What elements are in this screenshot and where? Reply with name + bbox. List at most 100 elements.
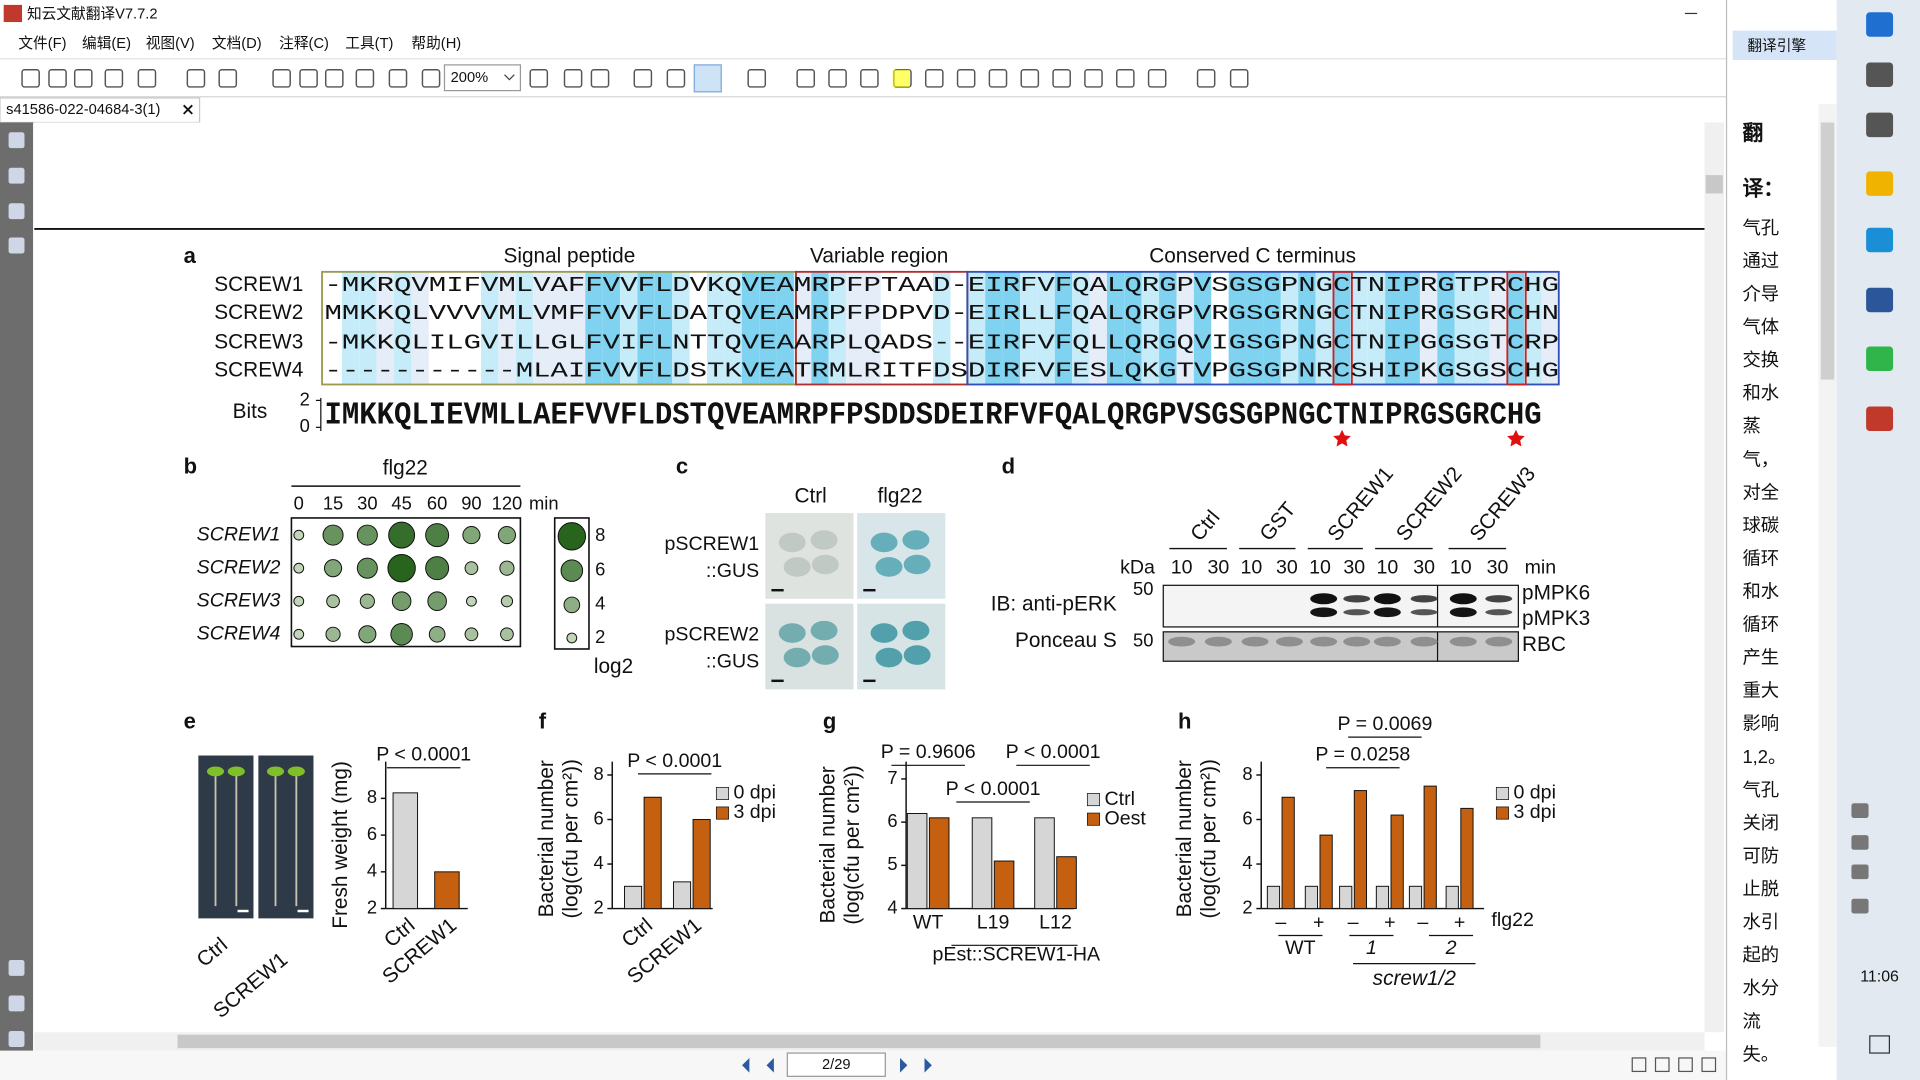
- conservation-shade: [376, 271, 395, 385]
- toolbar-button[interactable]: [299, 69, 318, 88]
- scroll-thumb[interactable]: [177, 1034, 1541, 1049]
- taskbar: [1836, 0, 1920, 1080]
- toolbar-button[interactable]: [104, 69, 124, 88]
- toolbar-button[interactable]: [988, 69, 1008, 88]
- toolbar-button[interactable]: [1196, 69, 1216, 88]
- expression-dot: [325, 626, 341, 642]
- toolbar-button[interactable]: [563, 69, 583, 88]
- toolbar-button[interactable]: [860, 69, 879, 88]
- toolbar-button[interactable]: [48, 69, 67, 88]
- bar: [971, 817, 993, 910]
- side-button[interactable]: [8, 995, 25, 1012]
- taskbar-app[interactable]: [1866, 227, 1894, 253]
- toolbar-button[interactable]: [137, 69, 157, 88]
- notification-button[interactable]: [1869, 1035, 1890, 1054]
- toolbar-button[interactable]: [956, 69, 976, 88]
- toolbar-button[interactable]: [1147, 69, 1167, 88]
- y-tick-label: 4: [887, 896, 897, 917]
- view-mode[interactable]: [1654, 1057, 1670, 1073]
- page-box[interactable]: [786, 1052, 886, 1077]
- translation-line: 蒸: [1742, 415, 1760, 436]
- menu-item[interactable]: 帮助(H): [411, 35, 461, 52]
- side-button[interactable]: [8, 237, 25, 254]
- plant-photo: [258, 755, 314, 919]
- toolbar-button[interactable]: [355, 69, 375, 88]
- toolbar-button[interactable]: [633, 69, 653, 88]
- toolbar-button[interactable]: [218, 69, 238, 88]
- tray-icon[interactable]: [1851, 898, 1869, 914]
- y-tick-label: 2: [593, 896, 603, 917]
- pmpk6-band: [1410, 595, 1438, 603]
- toolbar-button[interactable]: [1116, 69, 1135, 88]
- toolbar-button[interactable]: [924, 69, 944, 88]
- scroll-thumb[interactable]: [1820, 122, 1835, 380]
- toolbar-button[interactable]: [324, 69, 344, 88]
- expression-dot: [293, 562, 305, 574]
- toolbar-button[interactable]: [1084, 69, 1103, 88]
- x-axis-label: pEst::SCREW1-HA: [933, 943, 1101, 965]
- page-nav[interactable]: [742, 1057, 750, 1073]
- toolbar-button[interactable]: [21, 69, 40, 88]
- legend-label: Ctrl: [1104, 788, 1134, 810]
- menu-item[interactable]: 文件(F): [18, 35, 66, 52]
- toolbar-button[interactable]: [828, 69, 847, 88]
- side-button[interactable]: [8, 1031, 25, 1047]
- toolbar-button[interactable]: [1052, 69, 1071, 88]
- taskbar-app[interactable]: [1866, 62, 1894, 87]
- menu-item[interactable]: 编辑(E): [82, 35, 131, 52]
- toolbar-button[interactable]: [421, 69, 441, 88]
- toolbar-button[interactable]: [796, 69, 816, 88]
- taskbar-app[interactable]: [1866, 171, 1894, 196]
- conservation-shade: [1124, 271, 1142, 385]
- toolbar-button[interactable]: [186, 69, 206, 88]
- view-mode[interactable]: [1631, 1057, 1647, 1073]
- conservation-shade: [1089, 271, 1107, 385]
- taskbar-app[interactable]: [1866, 287, 1894, 313]
- expression-dot: [500, 595, 514, 608]
- y-tick-label: 6: [1242, 807, 1252, 828]
- taskbar-app[interactable]: [1866, 406, 1894, 432]
- menu-item[interactable]: 文档(D): [212, 35, 262, 52]
- view-mode[interactable]: [1701, 1057, 1717, 1073]
- page-number: 2/29: [822, 1057, 851, 1073]
- taskbar-app[interactable]: [1866, 112, 1894, 138]
- menu-item[interactable]: 视图(V): [146, 35, 195, 52]
- tray-icon[interactable]: [1851, 864, 1869, 880]
- side-button[interactable]: [8, 203, 25, 220]
- tray-icon[interactable]: [1851, 835, 1869, 850]
- leaf: [903, 554, 931, 575]
- marker-label: 50: [1133, 629, 1153, 650]
- menu-item[interactable]: 工具(T): [345, 36, 393, 52]
- page-nav[interactable]: [766, 1057, 774, 1073]
- scroll-thumb[interactable]: [1705, 175, 1723, 194]
- menu-item[interactable]: 注释(C): [279, 35, 329, 52]
- translation-line: 产生: [1742, 647, 1779, 668]
- legend-swatch: [1086, 793, 1100, 807]
- toolbar-button[interactable]: [73, 69, 93, 88]
- construct-label: ::GUS: [706, 560, 759, 582]
- toolbar-button[interactable]: [529, 69, 549, 88]
- group-label: WT: [1285, 937, 1315, 959]
- page-nav[interactable]: [900, 1057, 908, 1073]
- page-nav[interactable]: [924, 1057, 932, 1073]
- conservation-shade: [1454, 271, 1473, 385]
- toolbar-button[interactable]: [272, 69, 291, 88]
- toolbar-button[interactable]: [590, 69, 610, 88]
- taskbar-app[interactable]: [1866, 346, 1894, 372]
- side-button[interactable]: [8, 132, 25, 149]
- legend-dot: [560, 559, 584, 582]
- toolbar-button[interactable]: [747, 69, 767, 88]
- toolbar-button[interactable]: [1229, 69, 1249, 88]
- view-mode[interactable]: [1678, 1057, 1693, 1073]
- translation-line: 重大: [1742, 680, 1779, 701]
- toolbar-button[interactable]: [1020, 69, 1040, 88]
- tray-icon[interactable]: [1851, 803, 1869, 818]
- bar: [672, 881, 692, 910]
- toolbar-button[interactable]: [666, 69, 686, 88]
- side-button[interactable]: [8, 960, 25, 976]
- side-button[interactable]: [8, 167, 25, 184]
- conservation-shade: [1489, 271, 1507, 385]
- toolbar-button[interactable]: [388, 69, 408, 88]
- engine-tab[interactable]: [1732, 30, 1837, 60]
- taskbar-app[interactable]: [1866, 12, 1894, 37]
